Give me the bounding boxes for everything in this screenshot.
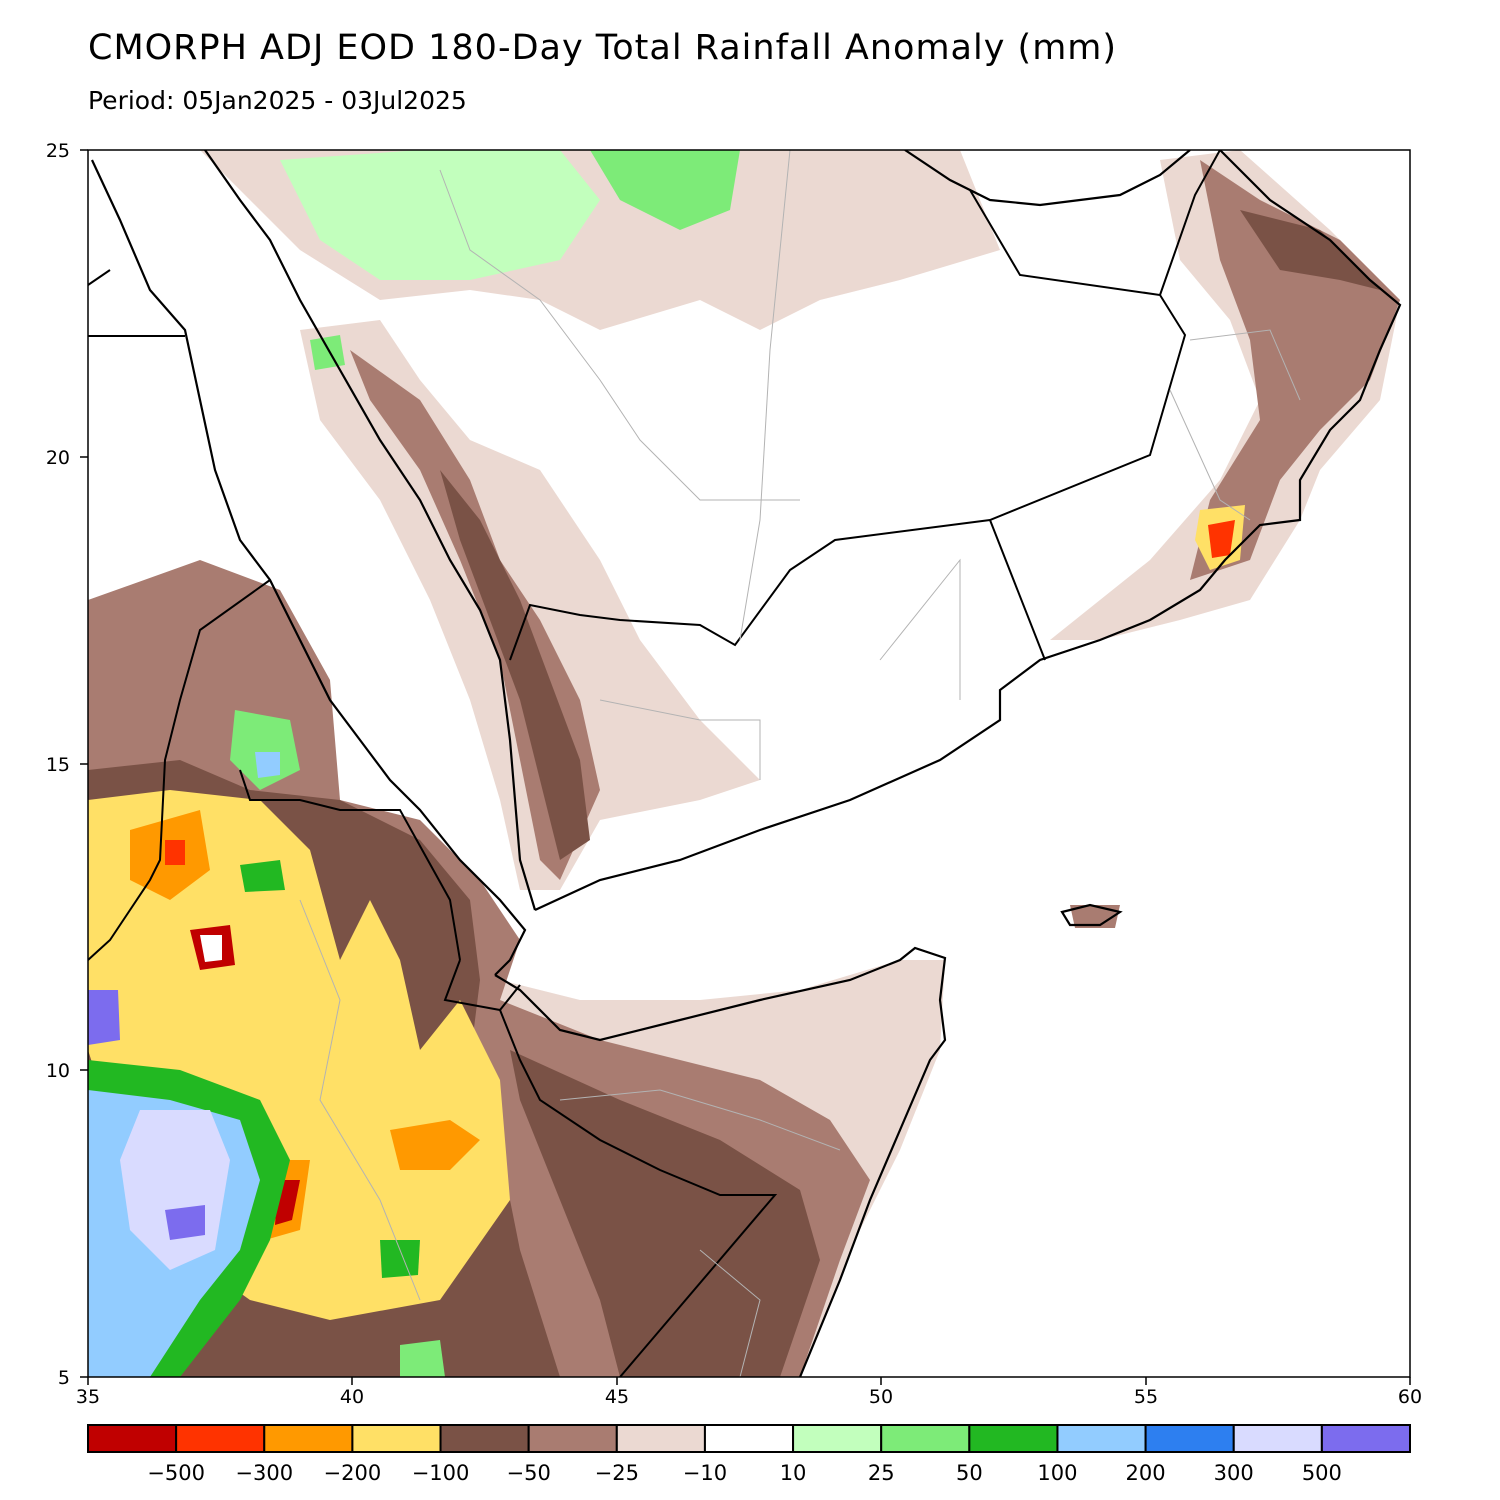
yemen-oman-border [989,519,1046,661]
socotra-coast [1060,903,1123,927]
colorbar-swatch [527,1424,618,1453]
colorbar-swatch [175,1424,266,1453]
gambela-neutral [200,935,222,962]
colorbar-swatch [968,1424,1059,1453]
sudan-ethiopia-border [88,579,271,961]
hejaz-surplus [310,335,345,370]
colorbar-label: 200 [1126,1461,1166,1485]
y-tick-20: 20 [46,447,70,469]
ethiopia-somalia-border [499,1009,778,1377]
map-subtitle: Period: 05Jan2025 - 03Jul2025 [88,86,467,115]
admin-line-2 [739,150,791,641]
northern-arabia-surplus [280,150,600,280]
ethiopia-surplus-spot [240,860,285,892]
map-title: CMORPH ADJ EOD 180-Day Total Rainfall An… [88,28,1118,68]
border-surplus-peak [88,990,120,1045]
colorbar-label: −300 [235,1461,293,1485]
oman-coast-deficit-core [1208,520,1235,558]
coastlines [91,150,1402,1377]
x-tick-40: 40 [340,1386,364,1408]
y-tick-10: 10 [46,1060,70,1082]
gulf-coast [904,150,1191,207]
admin-line-6 [879,558,961,700]
red-sea-east-coast [204,150,537,911]
colorbar-swatch [351,1424,442,1453]
colorbar-label: 10 [780,1461,807,1485]
colorbar-swatch [792,1424,883,1453]
x-tick-marks [87,1377,1411,1385]
colorbar-label: −100 [412,1461,470,1485]
colorbar: −500 −300 −200 −100 −50 −25 −10 10 25 50 100 200 300… [87,1424,1412,1485]
sudan-deficit-max [165,840,185,865]
south-sudan-surplus-peak [165,1205,205,1240]
colorbar-label: 500 [1302,1461,1342,1485]
colorbar-label: 25 [868,1461,895,1485]
colorbar-swatch [880,1424,971,1453]
y-tick-5: 5 [58,1367,70,1389]
admin-boundaries [299,150,1301,1377]
y-tick-marks [80,149,88,1378]
egypt-border-stub [88,269,111,286]
colorbar-label: 50 [956,1461,983,1485]
northern-arabia-surplus-core [590,150,740,230]
x-tick-50: 50 [869,1386,893,1408]
y-tick-15: 15 [46,754,70,776]
colorbar-swatch [87,1424,178,1453]
colorbar-swatch [703,1424,795,1453]
saudi-yemen-oman-border [509,189,1187,661]
admin-line-8 [559,1089,841,1151]
eritrea-surplus [230,710,300,790]
ethiopia-surplus-spot-3 [400,1340,445,1377]
highland-deficit-core [390,1120,480,1170]
colorbar-label: −500 [147,1461,205,1485]
admin-line-4 [1189,329,1301,401]
colorbar-label: −200 [324,1461,382,1485]
colorbar-swatch [1056,1424,1147,1453]
colorbar-swatch [1144,1424,1235,1453]
x-tick-35: 35 [76,1386,100,1408]
admin-line-9 [699,1249,761,1377]
oman-uae-border [1159,150,1221,296]
asir-deficit-core [440,470,590,860]
admin-line-5 [599,699,761,780]
colorbar-label: −25 [595,1461,639,1485]
eritrea-surplus-core [255,752,280,778]
horn-coast [494,946,947,1377]
colorbar-swatch [263,1424,354,1453]
ethiopia-surplus-spot-2 [380,1240,420,1278]
red-sea-west-coast [91,159,527,976]
colorbar-label: −10 [683,1461,727,1485]
colorbar-label: 100 [1037,1461,1077,1485]
colorbar-swatch [439,1424,530,1453]
colorbar-label: 300 [1214,1461,1254,1485]
admin-line-3 [1169,389,1251,521]
x-tick-45: 45 [605,1386,629,1408]
djibouti-border [443,959,521,1012]
admin-line-1 [439,169,800,501]
colorbar-label: −50 [507,1461,551,1485]
anomaly-field [88,150,1400,1377]
colorbar-swatch [1232,1424,1323,1453]
y-tick-25: 25 [46,140,70,162]
x-tick-60: 60 [1398,1386,1422,1408]
socotra-deficit [1070,905,1120,928]
oman-deficit-core [1240,210,1380,290]
admin-line-7 [299,899,421,1301]
arabia-south-coast [534,150,1402,911]
eritrea-ethiopia-border [239,769,461,961]
country-borders [88,150,1221,1377]
colorbar-swatch [1320,1424,1412,1453]
colorbar-swatch [615,1424,706,1453]
x-tick-55: 55 [1134,1386,1158,1408]
